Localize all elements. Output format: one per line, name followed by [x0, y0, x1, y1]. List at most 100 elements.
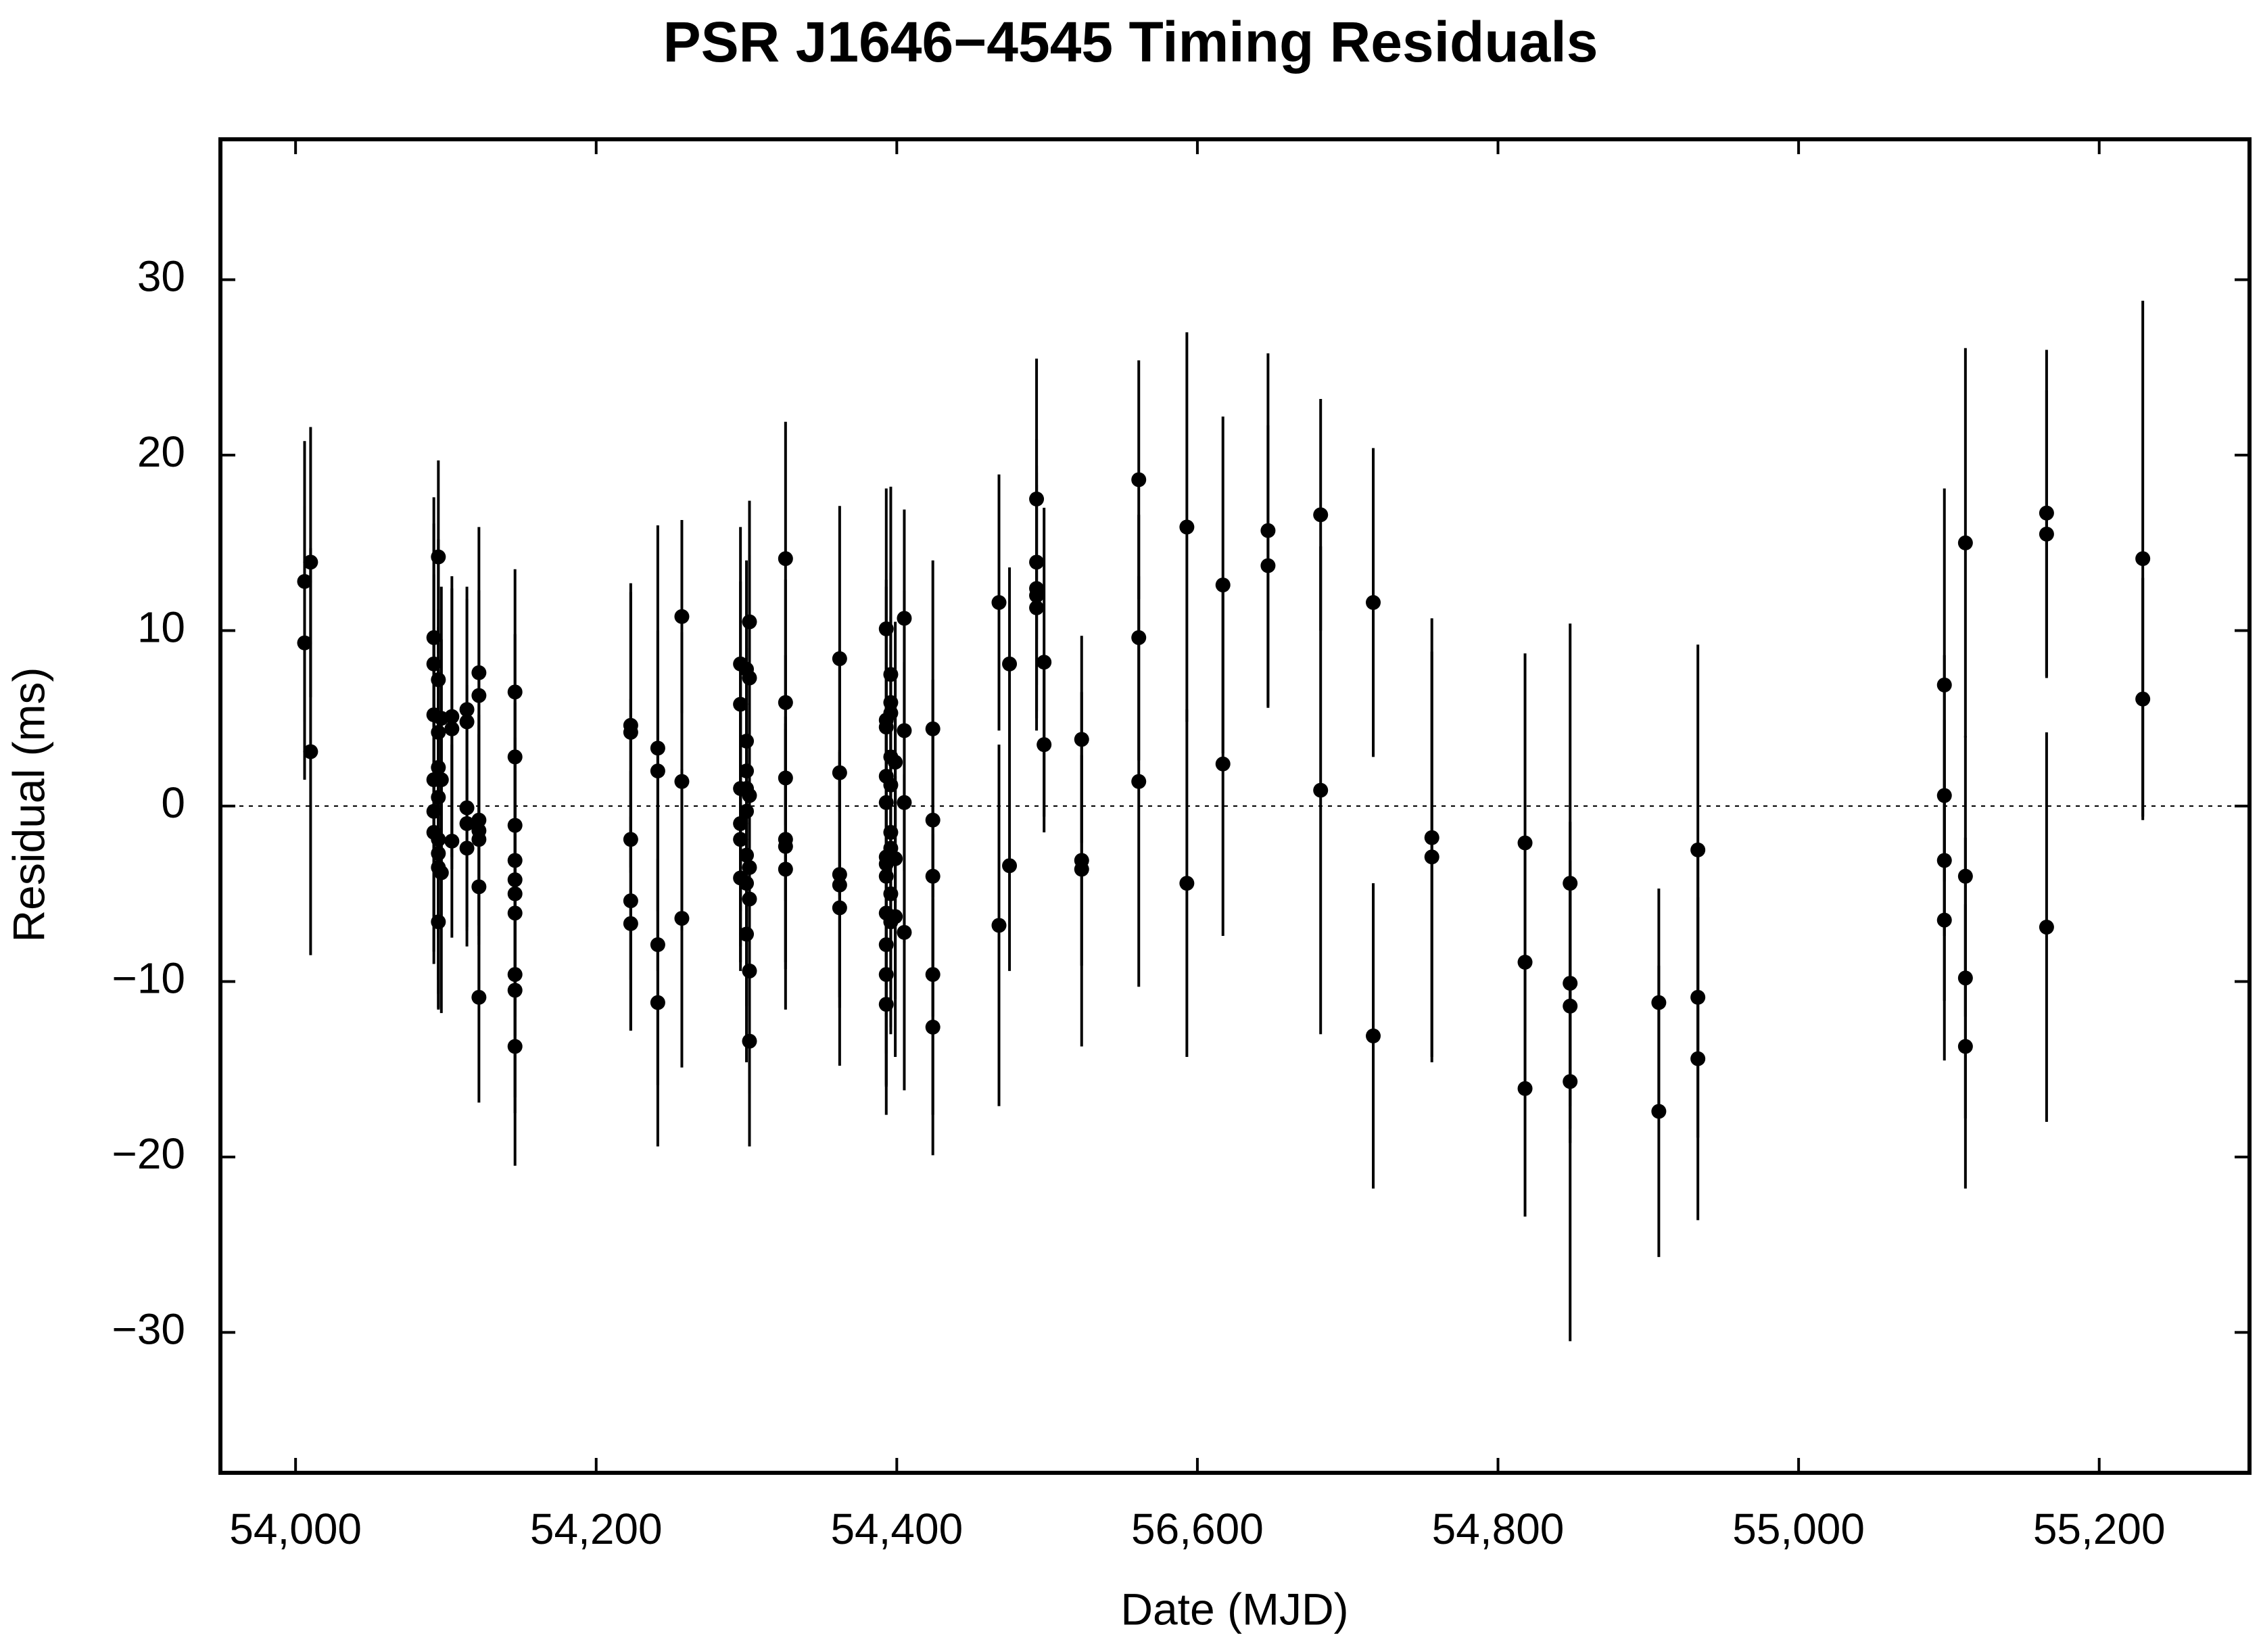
data-point [459, 816, 475, 831]
data-point [303, 554, 318, 570]
data-point [878, 967, 894, 983]
data-point [925, 721, 941, 736]
data-point [431, 790, 446, 805]
data-point [742, 1033, 757, 1049]
data-point [444, 709, 460, 724]
data-point [878, 937, 894, 952]
data-point [1215, 756, 1231, 772]
chart-title: PSR J1646−4545 Timing Residuals [663, 10, 1598, 74]
data-point [897, 611, 912, 626]
data-point [431, 759, 446, 775]
data-point [507, 818, 523, 833]
data-point [778, 694, 793, 710]
data-point [1074, 732, 1089, 747]
data-point [832, 867, 847, 882]
data-point [1366, 1028, 1381, 1043]
data-point [1517, 1081, 1533, 1096]
data-point [1037, 737, 1052, 753]
data-point [1002, 858, 1018, 874]
data-point [1563, 976, 1578, 991]
x-tick-label: 56,600 [1131, 1505, 1264, 1553]
data-point [878, 795, 894, 810]
data-point [1957, 1039, 1973, 1054]
data-point [1179, 876, 1195, 891]
data-point [1936, 853, 1952, 868]
data-point [739, 803, 755, 819]
data-point [507, 749, 523, 765]
x-tick-label: 54,400 [830, 1505, 963, 1553]
data-point [433, 772, 449, 788]
data-point [433, 865, 449, 880]
y-tick-label: −30 [112, 1304, 185, 1353]
data-point [1563, 1074, 1578, 1089]
data-point [883, 667, 899, 682]
data-point [1215, 577, 1231, 593]
data-point [1957, 868, 1973, 884]
data-point [650, 763, 665, 779]
data-point [739, 733, 755, 749]
data-point [1690, 842, 1706, 857]
data-point [925, 868, 941, 884]
data-point [878, 719, 894, 735]
data-point [1957, 970, 1973, 986]
data-point [888, 909, 903, 924]
data-point [888, 851, 903, 866]
data-point [2039, 526, 2054, 542]
data-point [444, 721, 460, 736]
data-point [1029, 600, 1045, 615]
data-point [832, 877, 847, 893]
data-point [925, 1019, 941, 1035]
data-point [883, 705, 899, 721]
data-point [883, 824, 899, 840]
x-axis-label: Date (MJD) [1120, 1584, 1348, 1634]
data-point [991, 595, 1007, 611]
x-tick-label: 55,200 [2033, 1505, 2166, 1553]
data-point [2039, 920, 2054, 935]
data-point [832, 651, 847, 667]
data-point [623, 916, 638, 931]
x-tick-label: 54,000 [229, 1505, 362, 1553]
data-point [1690, 989, 1706, 1005]
data-point [471, 832, 487, 847]
data-point [623, 893, 638, 909]
y-tick-label: −10 [112, 953, 185, 1002]
data-point [1313, 782, 1329, 798]
data-point [507, 1039, 523, 1054]
data-point [878, 868, 894, 884]
data-point [1424, 849, 1439, 865]
data-point [897, 924, 912, 940]
data-point [883, 694, 899, 710]
data-point [778, 770, 793, 786]
data-point [431, 832, 446, 847]
data-point [2135, 551, 2151, 567]
data-point [1029, 491, 1045, 506]
data-point [507, 853, 523, 868]
data-point [1002, 656, 1018, 671]
data-point [507, 886, 523, 901]
data-point [1131, 774, 1147, 789]
plot-frame [218, 137, 2252, 1475]
data-point [1179, 519, 1195, 535]
data-point [1424, 830, 1439, 845]
data-point [471, 812, 487, 828]
data-point [742, 859, 757, 875]
x-tick-label: 54,200 [530, 1505, 663, 1553]
data-point [431, 672, 446, 688]
data-point [1074, 862, 1089, 877]
data-point [733, 697, 748, 712]
data-point [459, 841, 475, 856]
data-point [471, 688, 487, 703]
data-point [674, 774, 690, 789]
data-point [733, 832, 748, 847]
y-tick-label: 10 [137, 603, 185, 651]
data-point [1260, 558, 1276, 573]
data-point [778, 551, 793, 567]
y-tick-label: 30 [137, 252, 185, 300]
data-point [650, 740, 665, 756]
data-point [303, 744, 318, 759]
data-point [674, 609, 690, 624]
data-point [883, 777, 899, 793]
data-point [1563, 998, 1578, 1014]
data-point [878, 621, 894, 636]
